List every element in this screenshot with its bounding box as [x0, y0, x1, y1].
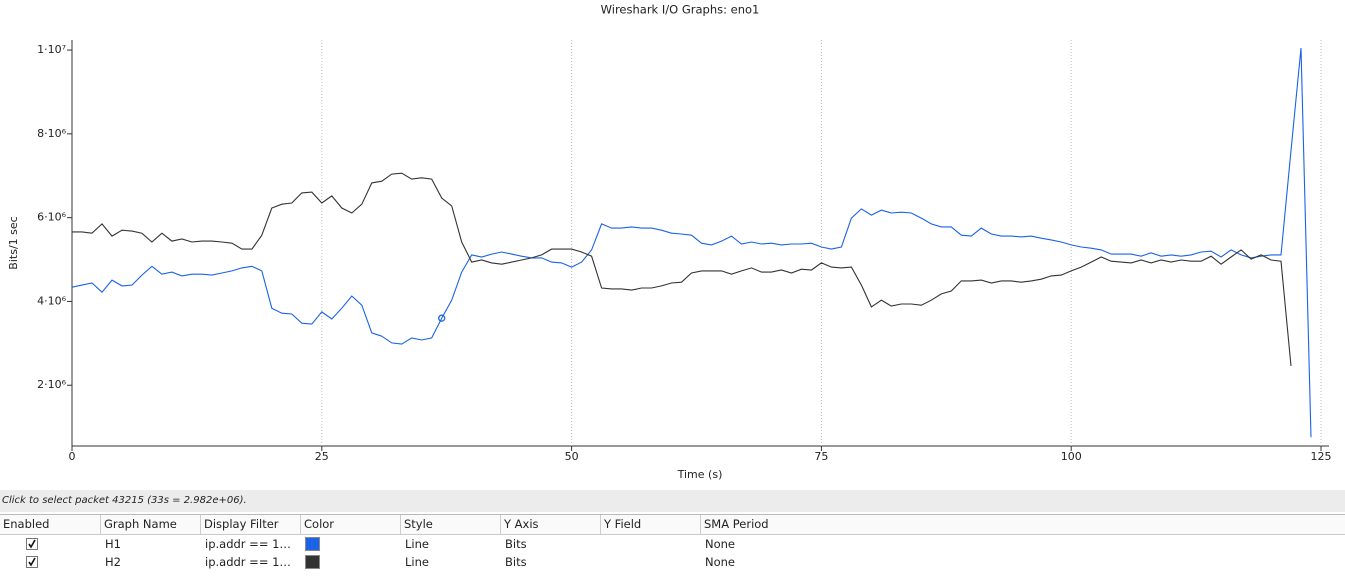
- column-header[interactable]: Style: [401, 515, 501, 534]
- color-swatch[interactable]: [305, 555, 320, 569]
- table-row[interactable]: H2 ip.addr == 1… Line Bits None: [0, 553, 1345, 571]
- display-filter: ip.addr == 1…: [205, 537, 291, 551]
- y-tick-label: 8·10⁶: [37, 127, 66, 140]
- column-header[interactable]: Color: [301, 515, 401, 534]
- series-line: [72, 172, 1292, 367]
- y-axis-label: Bits/1 sec: [7, 216, 20, 269]
- y-tick-label: 1·10⁷: [37, 43, 66, 56]
- x-tick-label: 100: [1061, 450, 1082, 463]
- table-row[interactable]: H1 ip.addr == 1… Line Bits None: [0, 535, 1345, 553]
- style: Line: [405, 555, 429, 569]
- x-tick-label: 25: [315, 450, 329, 463]
- graph-name: H2: [105, 555, 121, 569]
- y-axis-unit: Bits: [505, 555, 527, 569]
- y-tick-label: 6·10⁶: [37, 211, 66, 224]
- column-header[interactable]: Y Axis: [501, 515, 601, 534]
- graph-table: Enabled Graph Name Display Filter Color …: [0, 514, 1345, 577]
- column-header[interactable]: Display Filter: [201, 515, 301, 534]
- y-tick-label: 4·10⁶: [37, 294, 66, 307]
- selected-point: [438, 314, 446, 322]
- column-header[interactable]: Y Field: [601, 515, 701, 534]
- column-header[interactable]: Graph Name: [101, 515, 201, 534]
- y-axis-unit: Bits: [505, 537, 527, 551]
- table-header: Enabled Graph Name Display Filter Color …: [0, 515, 1345, 535]
- chart-title: Wireshark I/O Graphs: eno1: [601, 3, 760, 17]
- sma-period: None: [705, 555, 736, 569]
- sma-period: None: [705, 537, 736, 551]
- x-tick-label: 0: [69, 450, 76, 463]
- series-line: [71, 47, 1312, 438]
- status-bar: Click to select packet 43215 (33s = 2.98…: [0, 490, 1345, 512]
- x-axis-label: Time (s): [677, 468, 723, 481]
- column-header[interactable]: Enabled: [0, 515, 101, 534]
- column-header[interactable]: SMA Period: [704, 517, 769, 531]
- color-swatch[interactable]: [305, 537, 320, 551]
- style: Line: [405, 537, 429, 551]
- io-graph: Wireshark I/O Graphs: eno1 Time (s) Bits…: [7, 3, 1332, 482]
- display-filter: ip.addr == 1…: [205, 555, 291, 569]
- x-tick-label: 125: [1311, 450, 1332, 463]
- graph-name: H1: [105, 537, 121, 551]
- x-tick-label: 75: [814, 450, 828, 463]
- checkbox[interactable]: [26, 556, 38, 568]
- checkbox[interactable]: [26, 538, 38, 550]
- y-tick-label: 2·10⁶: [37, 378, 66, 391]
- x-tick-label: 50: [565, 450, 579, 463]
